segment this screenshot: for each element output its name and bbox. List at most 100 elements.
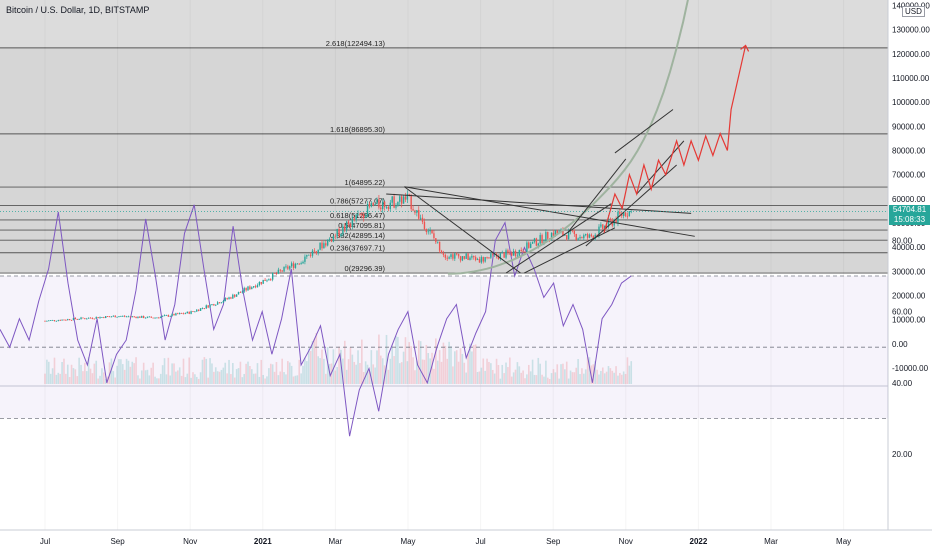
price-candle-body: [110, 316, 113, 318]
price-axis-tick: -10000.00: [892, 364, 929, 373]
price-candle-body: [194, 311, 196, 313]
price-candle-body: [196, 309, 198, 312]
price-candle-body: [579, 237, 581, 239]
price-candle-body: [391, 196, 393, 203]
price-candle-body: [135, 316, 137, 318]
volume-bar: [326, 347, 329, 384]
volume-bar: [567, 378, 570, 384]
price-candle-body: [205, 305, 207, 309]
volume-bar: [425, 344, 428, 384]
volume-bar: [419, 341, 422, 384]
volume-bar: [579, 374, 581, 384]
volume-bar: [607, 366, 610, 384]
price-candle-body: [509, 252, 511, 254]
price-candle-body: [156, 317, 158, 319]
volume-bar: [203, 357, 206, 384]
volume-bar: [279, 371, 282, 384]
volume-bar: [488, 361, 490, 384]
volume-bar: [175, 371, 177, 384]
price-candle-body: [190, 311, 192, 314]
price-candle-body: [317, 249, 319, 254]
price-candle-body: [106, 316, 109, 317]
price-candle-body: [207, 305, 209, 308]
price-candle-body: [412, 209, 414, 211]
volume-bar: [524, 378, 526, 384]
volume-bar: [47, 361, 50, 384]
volume-bar: [476, 372, 479, 384]
currency-label[interactable]: USD: [902, 6, 925, 17]
volume-bar: [317, 356, 320, 384]
volume-bar: [91, 373, 94, 384]
price-candle-body: [80, 317, 82, 320]
price-candle-body: [292, 263, 295, 268]
price-candle-body: [120, 316, 122, 317]
volume-bar: [455, 350, 458, 384]
price-candle-body: [84, 318, 86, 320]
time-axis-tick: Jul: [475, 537, 485, 546]
volume-bar: [374, 367, 376, 384]
price-candle-body: [91, 317, 94, 319]
fib-level-label: 1.618(86895.30): [330, 125, 386, 134]
volume-bar: [564, 369, 566, 384]
price-candle-body: [95, 317, 97, 319]
price-candle-body: [374, 203, 376, 206]
volume-bar: [46, 359, 48, 384]
price-candle-body: [125, 316, 128, 318]
price-candle-body: [433, 233, 435, 239]
price-candle-body: [421, 217, 424, 222]
volume-bar: [285, 374, 287, 384]
fib-level-label: 0.382(42895.14): [330, 231, 386, 240]
volume-bar: [471, 351, 473, 384]
volume-bar: [209, 358, 211, 384]
price-candle-body: [446, 257, 448, 259]
volume-bar: [311, 341, 314, 384]
price-candle-body: [423, 221, 426, 230]
volume-bar: [199, 372, 202, 384]
volume-bar: [74, 369, 77, 384]
volume-bar: [260, 359, 263, 384]
price-candle-body: [600, 224, 602, 227]
volume-bar: [345, 369, 348, 384]
volume-bar: [450, 346, 452, 384]
resistance-trendline: [386, 193, 692, 214]
volume-bar: [123, 369, 126, 384]
price-candle-body: [518, 249, 521, 256]
volume-bar: [57, 372, 60, 384]
volume-bar: [159, 373, 162, 384]
price-candle-body: [357, 213, 359, 215]
rsi-axis-tick: 40.00: [892, 379, 913, 388]
price-candle-body: [554, 230, 557, 236]
price-candle-body: [370, 203, 373, 207]
price-candle-body: [127, 316, 130, 318]
price-candle-body: [308, 254, 310, 256]
price-candle-body: [550, 232, 553, 240]
price-candle-body: [469, 257, 471, 260]
price-candle-body: [82, 317, 84, 319]
price-candle-body: [577, 238, 579, 240]
price-candle-body: [247, 286, 249, 291]
price-candle-body: [353, 218, 355, 220]
volume-bar: [300, 373, 302, 384]
volume-bar: [569, 370, 572, 384]
volume-bar: [526, 374, 528, 384]
volume-bar: [298, 359, 301, 384]
volume-bar: [391, 345, 393, 384]
price-candle-body: [583, 235, 585, 239]
volume-bar: [120, 359, 122, 384]
price-candle-body: [571, 230, 574, 232]
volume-bar: [558, 378, 560, 384]
price-candle-body: [399, 196, 401, 202]
volume-bar: [158, 378, 160, 384]
extension-zone-fill: [0, 0, 888, 48]
price-candle-body: [254, 286, 257, 288]
volume-bar: [548, 378, 551, 384]
price-candle-body: [389, 202, 391, 210]
price-candle-body: [603, 225, 606, 229]
price-candle-body: [624, 212, 627, 216]
volume-bar: [252, 373, 255, 384]
price-candle-body: [537, 243, 539, 246]
volume-bar: [121, 364, 124, 384]
fib-zone-fill: [0, 47, 888, 274]
